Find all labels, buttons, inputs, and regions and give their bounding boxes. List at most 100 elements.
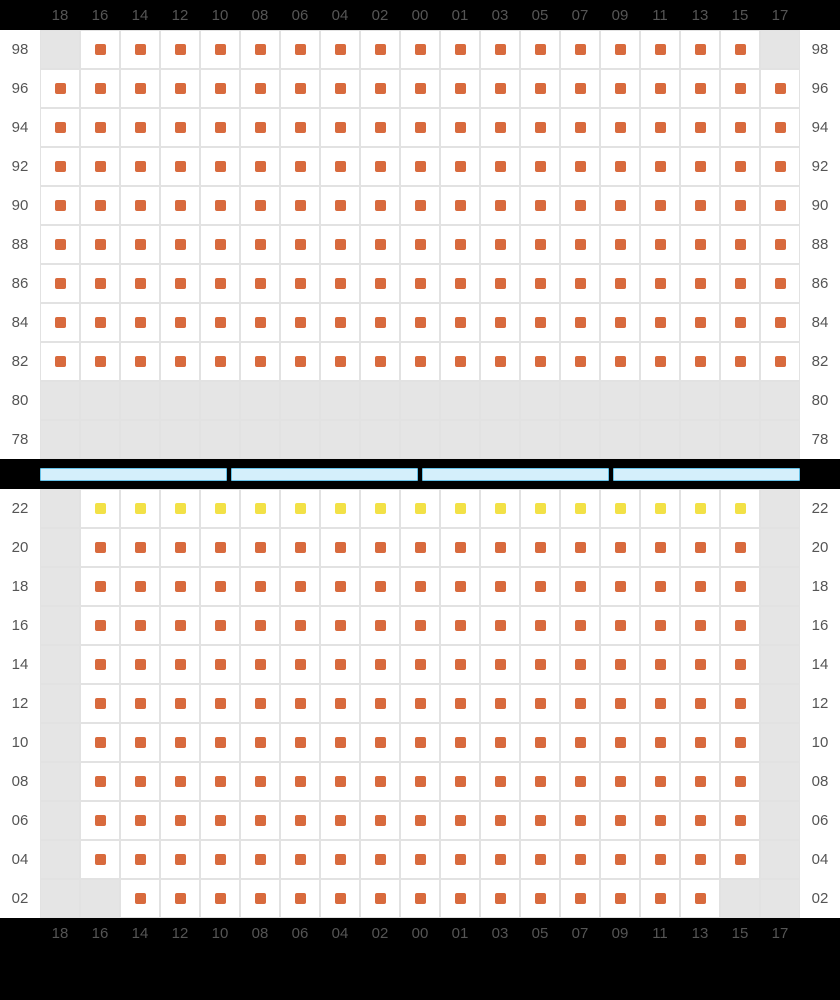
grid-cell[interactable]: [80, 30, 120, 69]
grid-cell[interactable]: [440, 723, 480, 762]
grid-cell[interactable]: [560, 381, 600, 420]
grid-cell[interactable]: [520, 567, 560, 606]
grid-cell[interactable]: [600, 264, 640, 303]
grid-cell[interactable]: [360, 225, 400, 264]
grid-cell[interactable]: [200, 606, 240, 645]
grid-cell[interactable]: [680, 606, 720, 645]
grid-cell[interactable]: [440, 801, 480, 840]
grid-cell[interactable]: [560, 801, 600, 840]
grid-cell[interactable]: [240, 567, 280, 606]
grid-cell[interactable]: [600, 645, 640, 684]
grid-cell[interactable]: [760, 342, 800, 381]
grid-cell[interactable]: [440, 567, 480, 606]
grid-cell[interactable]: [320, 489, 360, 528]
grid-cell[interactable]: [240, 69, 280, 108]
grid-cell[interactable]: [640, 489, 680, 528]
grid-cell[interactable]: [40, 801, 80, 840]
grid-cell[interactable]: [120, 606, 160, 645]
grid-cell[interactable]: [520, 147, 560, 186]
grid-cell[interactable]: [320, 108, 360, 147]
grid-cell[interactable]: [80, 645, 120, 684]
grid-cell[interactable]: [640, 762, 680, 801]
grid-cell[interactable]: [720, 30, 760, 69]
grid-cell[interactable]: [600, 528, 640, 567]
grid-cell[interactable]: [40, 381, 80, 420]
grid-cell[interactable]: [600, 30, 640, 69]
grid-cell[interactable]: [520, 879, 560, 918]
grid-cell[interactable]: [160, 30, 200, 69]
grid-cell[interactable]: [80, 840, 120, 879]
grid-cell[interactable]: [680, 801, 720, 840]
grid-cell[interactable]: [760, 225, 800, 264]
grid-cell[interactable]: [680, 342, 720, 381]
grid-cell[interactable]: [40, 108, 80, 147]
grid-cell[interactable]: [480, 879, 520, 918]
grid-cell[interactable]: [120, 762, 160, 801]
grid-cell[interactable]: [520, 489, 560, 528]
grid-cell[interactable]: [640, 723, 680, 762]
grid-cell[interactable]: [640, 528, 680, 567]
grid-cell[interactable]: [720, 489, 760, 528]
grid-cell[interactable]: [320, 606, 360, 645]
grid-cell[interactable]: [600, 801, 640, 840]
grid-cell[interactable]: [360, 30, 400, 69]
grid-cell[interactable]: [440, 108, 480, 147]
grid-cell[interactable]: [120, 567, 160, 606]
grid-cell[interactable]: [480, 264, 520, 303]
grid-cell[interactable]: [760, 645, 800, 684]
grid-cell[interactable]: [280, 879, 320, 918]
grid-cell[interactable]: [80, 225, 120, 264]
grid-cell[interactable]: [80, 303, 120, 342]
grid-cell[interactable]: [240, 684, 280, 723]
grid-cell[interactable]: [760, 264, 800, 303]
grid-cell[interactable]: [640, 879, 680, 918]
grid-cell[interactable]: [240, 186, 280, 225]
grid-cell[interactable]: [720, 606, 760, 645]
grid-cell[interactable]: [320, 69, 360, 108]
grid-cell[interactable]: [240, 879, 280, 918]
grid-cell[interactable]: [200, 801, 240, 840]
grid-cell[interactable]: [440, 303, 480, 342]
grid-cell[interactable]: [360, 684, 400, 723]
grid-cell[interactable]: [320, 30, 360, 69]
grid-cell[interactable]: [640, 147, 680, 186]
grid-cell[interactable]: [120, 69, 160, 108]
grid-cell[interactable]: [160, 684, 200, 723]
grid-cell[interactable]: [760, 528, 800, 567]
grid-cell[interactable]: [560, 645, 600, 684]
grid-cell[interactable]: [280, 801, 320, 840]
grid-cell[interactable]: [240, 606, 280, 645]
grid-cell[interactable]: [520, 108, 560, 147]
grid-cell[interactable]: [200, 684, 240, 723]
grid-cell[interactable]: [400, 147, 440, 186]
grid-cell[interactable]: [440, 420, 480, 459]
grid-cell[interactable]: [680, 684, 720, 723]
grid-cell[interactable]: [40, 342, 80, 381]
grid-cell[interactable]: [40, 840, 80, 879]
grid-cell[interactable]: [520, 303, 560, 342]
grid-cell[interactable]: [200, 879, 240, 918]
grid-cell[interactable]: [240, 381, 280, 420]
grid-cell[interactable]: [80, 342, 120, 381]
grid-cell[interactable]: [480, 840, 520, 879]
grid-cell[interactable]: [320, 645, 360, 684]
grid-cell[interactable]: [520, 684, 560, 723]
grid-cell[interactable]: [480, 69, 520, 108]
grid-cell[interactable]: [600, 840, 640, 879]
grid-cell[interactable]: [120, 147, 160, 186]
grid-cell[interactable]: [680, 225, 720, 264]
grid-cell[interactable]: [280, 264, 320, 303]
grid-cell[interactable]: [480, 303, 520, 342]
grid-cell[interactable]: [640, 342, 680, 381]
grid-cell[interactable]: [240, 225, 280, 264]
grid-cell[interactable]: [760, 762, 800, 801]
grid-cell[interactable]: [160, 840, 200, 879]
grid-cell[interactable]: [80, 489, 120, 528]
grid-cell[interactable]: [440, 342, 480, 381]
grid-cell[interactable]: [320, 186, 360, 225]
grid-cell[interactable]: [720, 879, 760, 918]
grid-cell[interactable]: [80, 381, 120, 420]
grid-cell[interactable]: [680, 30, 720, 69]
grid-cell[interactable]: [80, 147, 120, 186]
grid-cell[interactable]: [40, 684, 80, 723]
